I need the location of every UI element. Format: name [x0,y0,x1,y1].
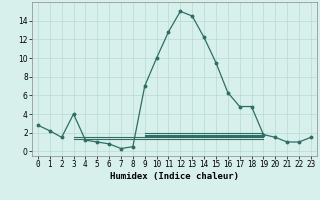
X-axis label: Humidex (Indice chaleur): Humidex (Indice chaleur) [110,172,239,181]
